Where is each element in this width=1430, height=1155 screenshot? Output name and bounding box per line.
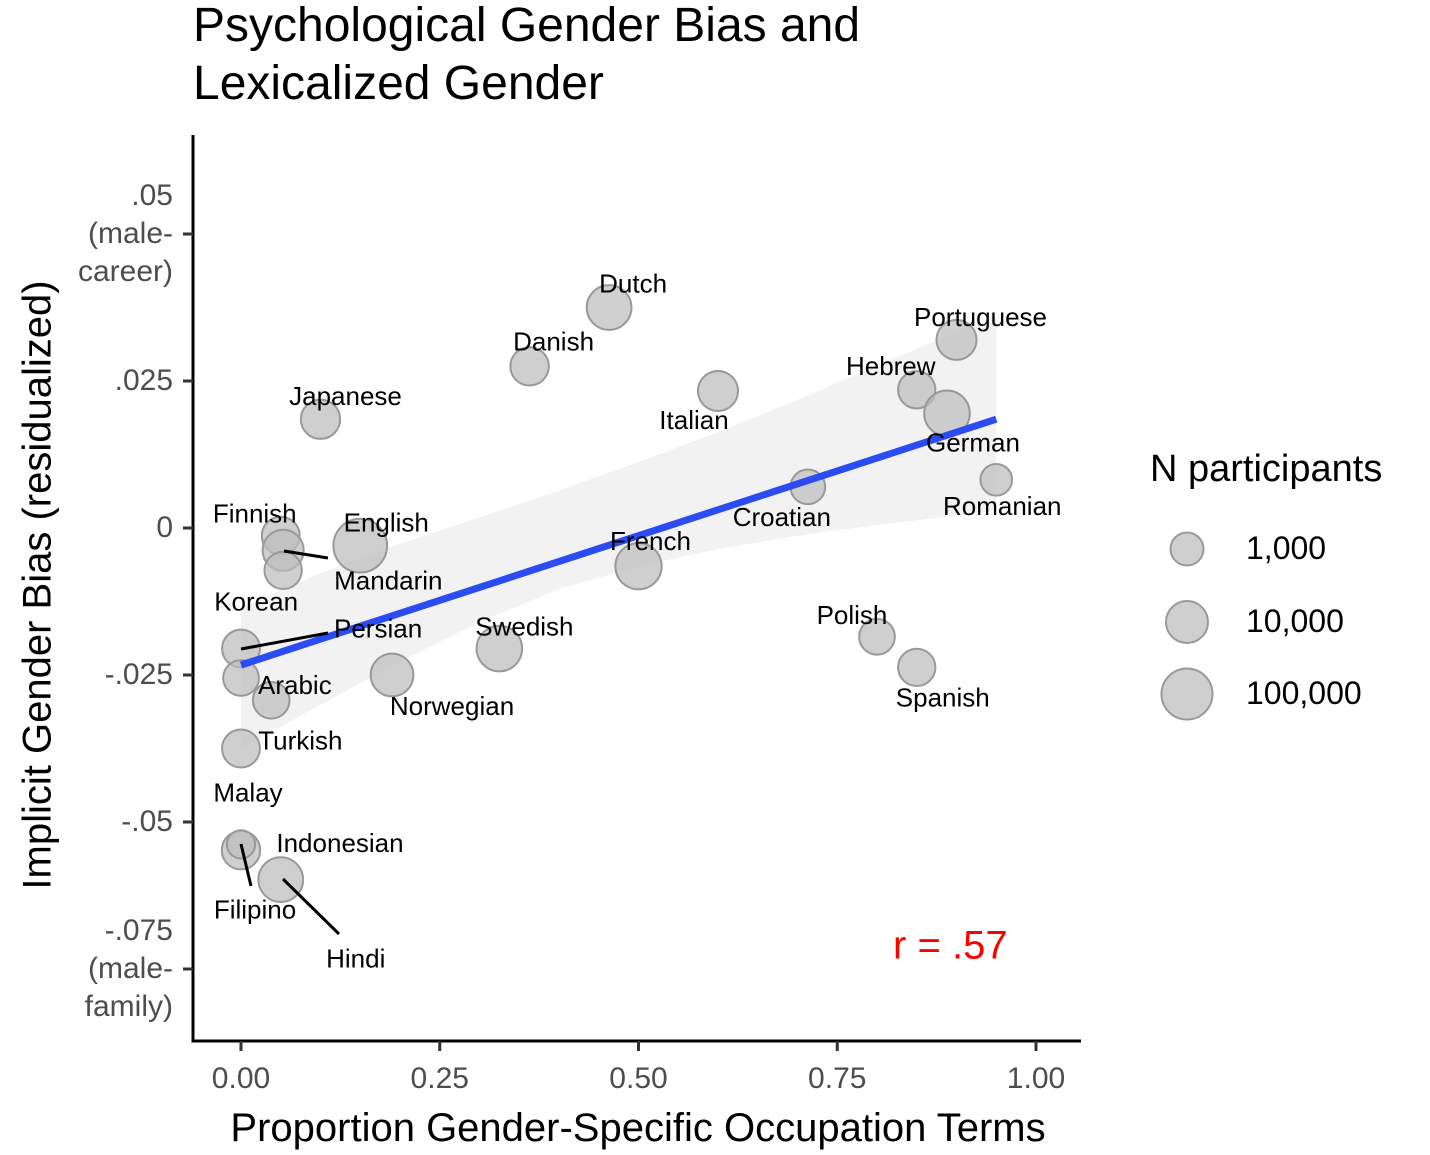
y-tick-label-line: family) (84, 990, 173, 1023)
y-tick-label: -.05 (121, 803, 173, 841)
point-polish (858, 617, 896, 656)
point-label-arabic: Arabic (258, 670, 332, 700)
point-label-romanian: Romanian (943, 491, 1062, 521)
point-turkish (251, 680, 291, 720)
confidence-band (241, 315, 997, 749)
y-tick-label-line: .025 (114, 364, 173, 397)
y-tick-label-line: .05 (131, 179, 173, 212)
point-label-malay: Malay (213, 778, 282, 808)
point-label-spanish: Spanish (896, 682, 990, 712)
legend-entry-label: 10,000 (1246, 603, 1344, 639)
point-label-polish: Polish (817, 600, 888, 630)
points-layer (220, 284, 1014, 903)
point-malay (221, 728, 261, 769)
confidence-band-layer (241, 315, 997, 749)
trend-line-layer (239, 415, 998, 669)
point-japanese (299, 398, 342, 440)
point-label-italian: Italian (659, 405, 728, 435)
point-romanian (979, 462, 1014, 497)
y-tick-label-line: (male- (87, 217, 173, 250)
point-label-portuguese: Portuguese (914, 302, 1047, 332)
y-tick-label: .025 (115, 362, 173, 400)
leader-mandarin (283, 549, 329, 560)
trend-line (239, 415, 998, 669)
point-label-danish: Danish (513, 326, 594, 356)
point-label-hindi: Hindi (326, 944, 385, 974)
point-label-english: English (344, 508, 429, 538)
y-tick-label: .05 (male-career) (78, 177, 173, 291)
point-label-finnish: Finnish (213, 499, 297, 529)
x-tick-label: 0.75 (808, 1062, 866, 1095)
legend-key-circle (1169, 531, 1205, 567)
y-tick-label: -.025 (105, 656, 173, 694)
point-label-french: French (610, 526, 691, 556)
point-label-turkish: Turkish (258, 725, 342, 755)
x-tick-label: 0.25 (411, 1062, 469, 1095)
legend-entry-label: 1,000 (1246, 530, 1327, 566)
y-tick-label-line: 0 (156, 511, 173, 544)
y-tick-label: 0 (156, 509, 173, 547)
point-label-mandarin: Mandarin (334, 565, 442, 595)
y-tick-label-line: -.075 (104, 914, 173, 947)
point-label-norwegian: Norwegian (390, 691, 514, 721)
leader-hindi (281, 877, 341, 936)
point-dutch (585, 284, 633, 331)
chart-title-line-1: Psychological Gender Bias and (193, 0, 861, 52)
point-swedish (475, 624, 524, 673)
legend-key-circle (1160, 667, 1214, 721)
point-label-hebrew: Hebrew (846, 351, 936, 381)
point-arabic (222, 659, 260, 697)
point-label-japanese: Japanese (289, 381, 402, 411)
point-french (614, 542, 663, 591)
legend-title: N participants (1150, 448, 1383, 490)
axes-layer: 0.00 0.25 0.50 0.75 1.00 (183, 135, 1081, 1095)
point-label-croatian: Croatian (733, 502, 831, 532)
x-tick-label: 0.50 (609, 1062, 667, 1095)
point-korean (263, 550, 303, 590)
point-danish (509, 346, 550, 387)
y-tick-label-line: -.025 (104, 658, 173, 691)
legend-key-circle (1165, 600, 1209, 644)
y-axis-label: Implicit Gender Bias (residualized) (15, 280, 60, 890)
point-norwegian (369, 652, 415, 698)
point-label-indonesian: Indonesian (276, 828, 403, 858)
legend-layer (1160, 531, 1214, 721)
leader-filipino (239, 843, 253, 887)
point-label-dutch: Dutch (599, 269, 667, 299)
point-label-swedish: Swedish (475, 612, 573, 642)
point-hebrew (897, 370, 937, 410)
point-label-korean: Korean (214, 586, 298, 616)
legend-entry-label: 100,000 (1246, 675, 1362, 711)
correlation-annotation: r = .57 (893, 924, 1008, 968)
point-hindi (257, 856, 305, 903)
x-axis-label: Proportion Gender-Specific Occupation Te… (230, 1106, 1046, 1150)
chart-title-line-2: Lexicalized Gender (193, 57, 604, 110)
y-tick-label-line: career) (77, 255, 173, 288)
leader-persian (240, 631, 329, 651)
point-label-filipino: Filipino (214, 894, 296, 924)
point-italian (696, 369, 740, 412)
point-spanish (897, 647, 937, 688)
leader-lines-layer (239, 549, 341, 936)
y-tick-label-line: -.05 (121, 805, 173, 838)
y-tick-label: -.075 (male-family) (85, 912, 173, 1026)
x-tick-label: 0.00 (212, 1062, 270, 1095)
point-english (332, 517, 389, 574)
y-tick-label-line: (male- (87, 952, 173, 985)
point-portuguese (935, 318, 978, 361)
x-tick-label: 1.00 (1007, 1062, 1065, 1095)
point-label-persian: Persian (334, 614, 422, 644)
point-label-german: German (926, 427, 1020, 457)
